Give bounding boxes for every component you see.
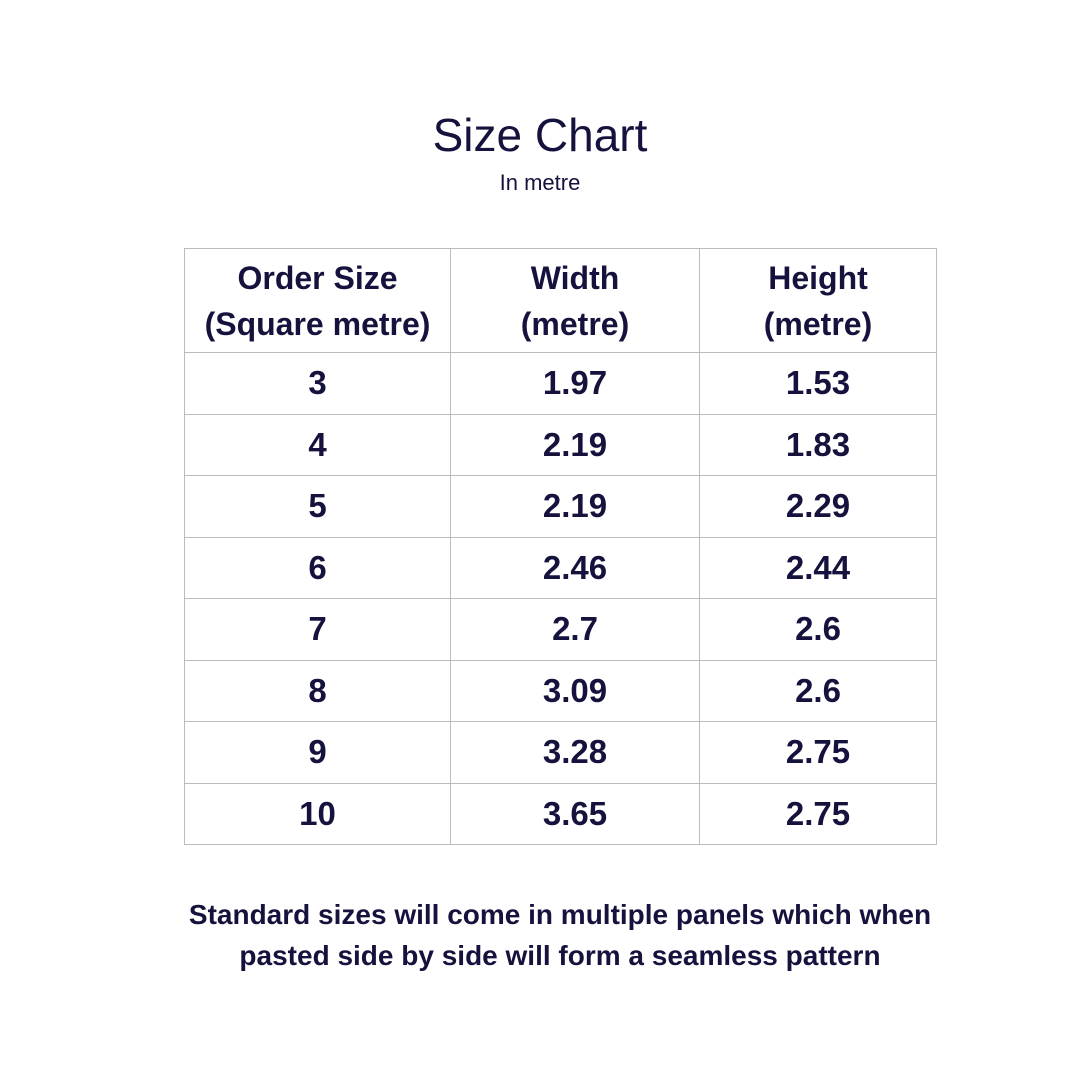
table-row: 10 3.65 2.75 <box>184 782 937 845</box>
table-cell: 1.83 <box>699 413 937 476</box>
table-row: 6 2.46 2.44 <box>184 536 937 599</box>
table-cell: 3.65 <box>450 782 700 845</box>
table-cell: 10 <box>184 782 451 845</box>
column-header-line: (Square metre) <box>204 305 431 342</box>
table-row: 8 3.09 2.6 <box>184 659 937 722</box>
table-row: 3 1.97 1.53 <box>184 352 937 415</box>
table-cell: 7 <box>184 598 451 661</box>
table-cell: 2.46 <box>450 536 700 599</box>
table-cell: 6 <box>184 536 451 599</box>
table-cell: 1.97 <box>450 352 700 415</box>
table-cell: 5 <box>184 475 451 538</box>
table-cell: 2.29 <box>699 475 937 538</box>
table-cell: 3.09 <box>450 659 700 722</box>
table-row: 4 2.19 1.83 <box>184 413 937 476</box>
column-header: Order Size (Square metre) <box>184 248 451 353</box>
table-cell: 8 <box>184 659 451 722</box>
table-cell: 2.19 <box>450 413 700 476</box>
column-header: Height (metre) <box>699 248 937 353</box>
column-header: Width (metre) <box>450 248 700 353</box>
column-header-line: Height <box>768 259 868 296</box>
column-header-line: (metre) <box>763 305 873 342</box>
footnote: Standard sizes will come in multiple pan… <box>0 894 1080 976</box>
size-table: Order Size (Square metre) Width (metre) Heig… <box>184 248 937 845</box>
table-cell: 3 <box>184 352 451 415</box>
table-row: 7 2.7 2.6 <box>184 598 937 661</box>
table-cell: 4 <box>184 413 451 476</box>
table-cell: 2.44 <box>699 536 937 599</box>
table-row: 5 2.19 2.29 <box>184 475 937 538</box>
footnote-line-1: Standard sizes will come in multiple pan… <box>188 899 932 930</box>
table-cell: 9 <box>184 721 451 784</box>
table-cell: 2.75 <box>699 721 937 784</box>
column-header-line: Order Size <box>237 259 398 296</box>
table-cell: 1.53 <box>699 352 937 415</box>
table-cell: 2.19 <box>450 475 700 538</box>
page-subtitle: In metre <box>499 170 581 195</box>
footnote-line-2: pasted side by side will form a seamless… <box>239 940 881 971</box>
table-cell: 2.6 <box>699 598 937 661</box>
table-cell: 2.75 <box>699 782 937 845</box>
column-header-line: Width <box>530 259 620 296</box>
column-header-line: (metre) <box>520 305 630 342</box>
header-row: Order Size (Square metre) Width (metre) Heig… <box>184 248 937 353</box>
table-row: 9 3.28 2.75 <box>184 721 937 784</box>
table-cell: 2.6 <box>699 659 937 722</box>
table-cell: 2.7 <box>450 598 700 661</box>
table-cell: 3.28 <box>450 721 700 784</box>
page-title: Size Chart <box>432 109 648 161</box>
